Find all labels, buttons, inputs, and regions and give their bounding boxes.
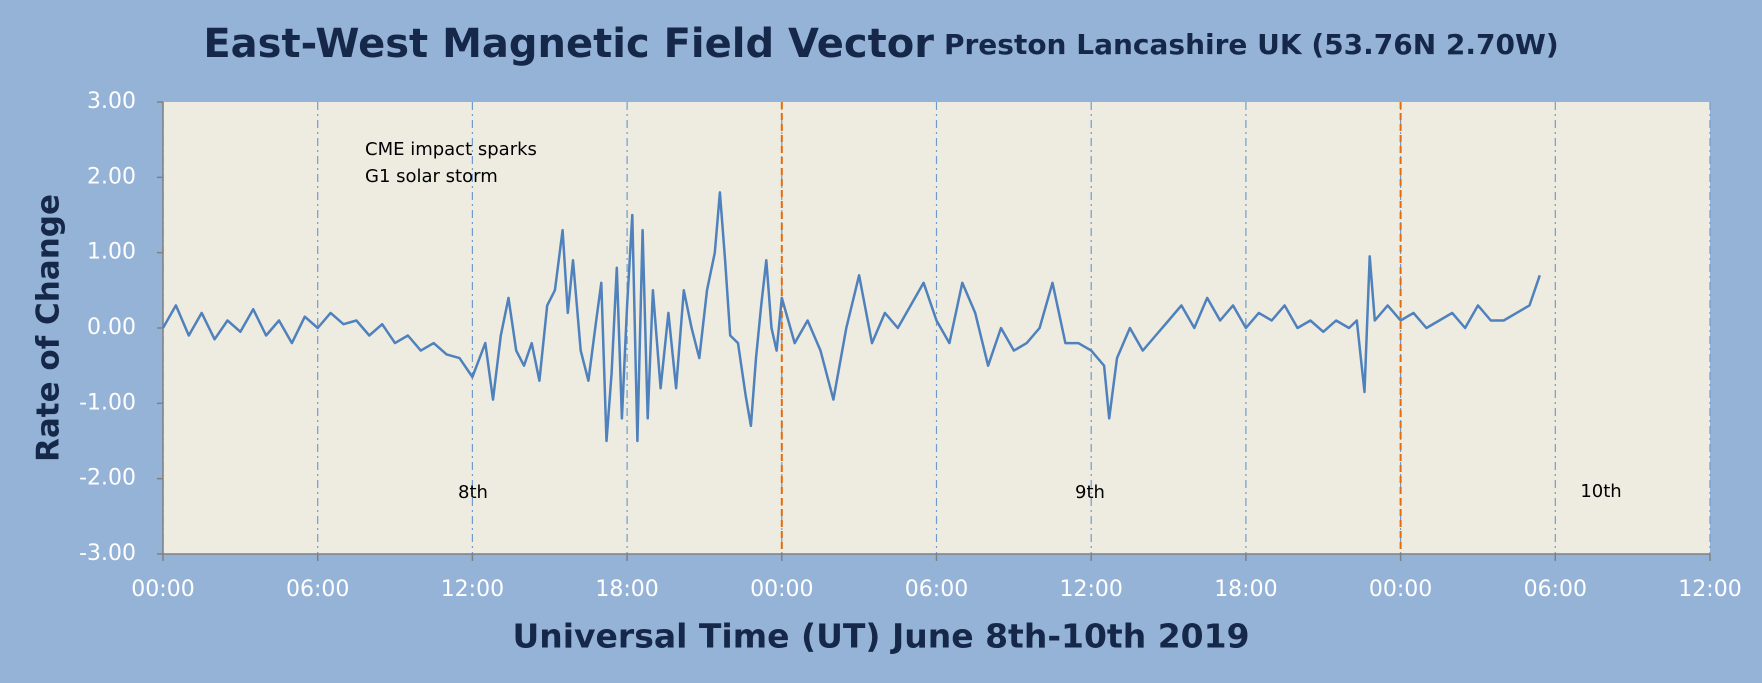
data-line [161,191,1541,443]
chart-subtitle: Preston Lancashire UK (53.76N 2.70W) [944,28,1559,61]
annotation: CME impact sparks [365,139,537,160]
x-tick-label: 06:00 [1524,577,1587,602]
y-tick-label: 2.00 [87,164,136,189]
y-tick-label: 1.00 [87,240,136,265]
chart-title: East-West Magnetic Field Vector [203,21,934,67]
x-tick-label: 12:00 [1678,577,1741,602]
x-tick-label: 00:00 [750,577,813,602]
x-tick-label: 00:00 [1369,577,1432,602]
y-tick-label: 3.00 [87,89,136,114]
annotation: G1 solar storm [365,166,498,187]
chart-title-group: East-West Magnetic Field Vector Preston L… [203,21,1558,67]
x-tick-label: 06:00 [286,577,349,602]
y-tick-label: -3.00 [79,541,136,566]
annotation: 10th [1580,481,1621,502]
y-axis-title: Rate of Change [31,194,67,462]
y-tick-label: -2.00 [79,466,136,491]
y-tick-label: 0.00 [87,315,136,340]
annotation: 8th [458,482,488,503]
x-axis-title: Universal Time (UT) June 8th-10th 2019 [512,617,1249,656]
y-tick-label: -1.00 [79,390,136,415]
x-tick-label: 18:00 [1214,577,1277,602]
x-tick-label: 12:00 [1059,577,1122,602]
x-tick-label: 00:00 [131,577,194,602]
x-tick-label: 18:00 [595,577,658,602]
annotation: 9th [1075,482,1105,503]
x-tick-label: 12:00 [441,577,504,602]
x-tick-label: 06:00 [905,577,968,602]
